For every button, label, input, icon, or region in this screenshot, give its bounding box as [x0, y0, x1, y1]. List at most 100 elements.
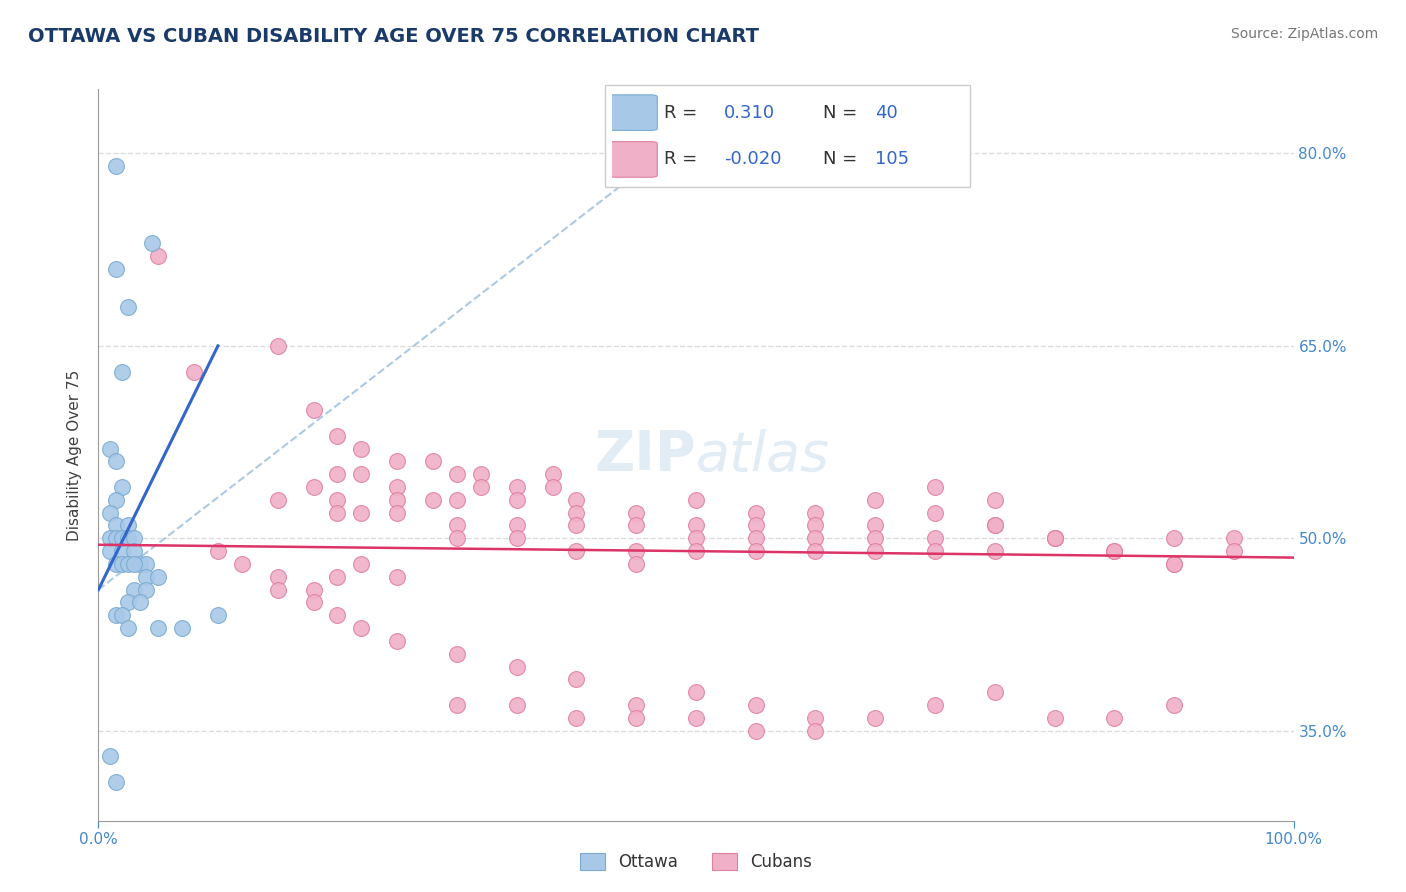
Point: [111, 480, 134, 494]
Point: [924, 544, 946, 558]
Point: [1163, 698, 1185, 713]
Point: [984, 518, 1007, 533]
Point: [924, 480, 946, 494]
Point: [1043, 711, 1066, 725]
Point: [129, 557, 152, 571]
Point: [1104, 711, 1126, 725]
Point: [385, 480, 409, 494]
Point: [105, 608, 128, 623]
Point: [565, 673, 588, 687]
Point: [541, 480, 564, 494]
Point: [326, 608, 349, 623]
Point: [1223, 544, 1246, 558]
Point: [1163, 557, 1185, 571]
Point: [124, 532, 146, 546]
Point: [117, 557, 139, 571]
Point: [685, 518, 707, 533]
Point: [422, 492, 444, 507]
Point: [745, 532, 768, 546]
Point: [745, 506, 768, 520]
Text: ZIP: ZIP: [595, 428, 696, 482]
Point: [865, 544, 887, 558]
Point: [626, 698, 648, 713]
Point: [565, 711, 588, 725]
Point: [117, 301, 139, 315]
Text: 40: 40: [876, 103, 898, 121]
Point: [1043, 532, 1066, 546]
Point: [685, 492, 707, 507]
Point: [105, 532, 128, 546]
Point: [1223, 532, 1246, 546]
Point: [804, 723, 827, 738]
Text: R =: R =: [665, 151, 697, 169]
Point: [98, 544, 122, 558]
Point: [984, 518, 1007, 533]
Point: [111, 544, 134, 558]
Point: [105, 557, 128, 571]
Point: [804, 532, 827, 546]
Point: [865, 711, 887, 725]
Point: [148, 249, 170, 263]
Point: [626, 557, 648, 571]
Point: [302, 582, 325, 597]
Point: [470, 467, 492, 482]
Point: [446, 518, 468, 533]
Point: [385, 506, 409, 520]
Point: [924, 506, 946, 520]
Point: [924, 532, 946, 546]
Point: [98, 749, 122, 764]
Point: [565, 518, 588, 533]
Text: R =: R =: [665, 103, 697, 121]
Point: [98, 506, 122, 520]
Point: [350, 442, 373, 456]
Point: [385, 454, 409, 468]
Point: [302, 403, 325, 417]
Text: -0.020: -0.020: [724, 151, 782, 169]
Point: [172, 621, 194, 635]
Point: [105, 775, 128, 789]
Point: [98, 532, 122, 546]
Point: [105, 159, 128, 173]
Point: [105, 261, 128, 276]
Point: [745, 698, 768, 713]
Point: [804, 518, 827, 533]
Text: N =: N =: [823, 151, 856, 169]
Point: [984, 492, 1007, 507]
Point: [267, 570, 290, 584]
Point: [865, 492, 887, 507]
Point: [105, 454, 128, 468]
Point: [105, 518, 128, 533]
Point: [506, 659, 529, 673]
Point: [350, 506, 373, 520]
Point: [302, 595, 325, 609]
Point: [129, 595, 152, 609]
Point: [865, 518, 887, 533]
Point: [506, 698, 529, 713]
Point: [685, 685, 707, 699]
Point: [1163, 557, 1185, 571]
Point: [685, 711, 707, 725]
Point: [541, 467, 564, 482]
Point: [267, 582, 290, 597]
Point: [924, 698, 946, 713]
Point: [506, 518, 529, 533]
Point: [231, 557, 253, 571]
Point: [385, 570, 409, 584]
Point: [135, 557, 157, 571]
Text: atlas: atlas: [696, 428, 830, 482]
Point: [1163, 532, 1185, 546]
FancyBboxPatch shape: [609, 95, 658, 130]
Point: [422, 454, 444, 468]
Point: [804, 711, 827, 725]
Point: [183, 364, 205, 378]
Point: [804, 506, 827, 520]
Point: [117, 621, 139, 635]
Point: [124, 582, 146, 597]
Point: [302, 480, 325, 494]
Point: [117, 532, 139, 546]
Point: [446, 698, 468, 713]
Point: [148, 621, 170, 635]
Point: [446, 467, 468, 482]
Point: [1104, 544, 1126, 558]
Point: [865, 532, 887, 546]
